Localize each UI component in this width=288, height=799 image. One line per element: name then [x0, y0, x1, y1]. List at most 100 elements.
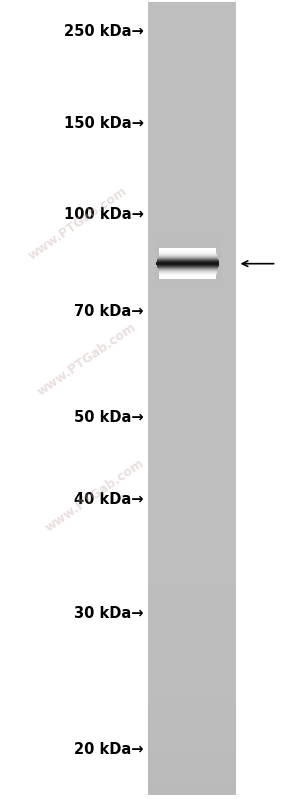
Bar [148, 708, 236, 710]
Bar [148, 203, 236, 205]
Bar [148, 422, 236, 425]
Bar [148, 4, 236, 7]
Bar [148, 483, 236, 486]
Bar [148, 345, 236, 348]
Bar [148, 674, 236, 676]
Bar [148, 216, 236, 218]
Bar [148, 157, 236, 161]
Bar [148, 777, 236, 779]
Bar [148, 454, 236, 456]
Bar [148, 515, 236, 517]
Bar [148, 504, 236, 507]
Bar [148, 139, 236, 141]
Bar [148, 692, 236, 694]
Bar [155, 292, 221, 294]
Bar [148, 189, 236, 192]
Bar [148, 208, 236, 210]
Bar [148, 446, 236, 448]
Bar [148, 298, 236, 300]
Bar [148, 726, 236, 729]
Bar [155, 252, 221, 253]
Bar [148, 213, 236, 216]
Text: 70 kDa→: 70 kDa→ [75, 304, 144, 319]
Bar [148, 105, 236, 107]
Bar [148, 179, 236, 181]
Bar [148, 351, 236, 353]
Bar [148, 276, 236, 280]
Bar [148, 403, 236, 406]
Bar [148, 621, 236, 623]
Bar [148, 698, 236, 700]
Bar [155, 272, 221, 274]
Bar [148, 605, 236, 607]
Bar [148, 570, 236, 573]
Bar [155, 261, 221, 263]
Bar [148, 161, 236, 163]
Bar [148, 42, 236, 44]
Bar [148, 149, 236, 153]
Bar [155, 288, 221, 289]
Bar [148, 753, 236, 755]
Bar [148, 618, 236, 621]
Bar [148, 628, 236, 631]
Bar [148, 226, 236, 229]
Bar [148, 234, 236, 237]
Bar [155, 270, 221, 272]
Bar [148, 300, 236, 303]
Bar [148, 547, 236, 549]
Bar [155, 296, 221, 297]
Bar [148, 613, 236, 615]
Bar [148, 242, 236, 245]
Bar [148, 78, 236, 81]
Bar [148, 758, 236, 761]
Bar [148, 690, 236, 692]
Bar [148, 581, 236, 583]
Bar [148, 789, 236, 793]
Bar [155, 230, 221, 232]
Bar [155, 240, 221, 241]
Bar [155, 243, 221, 244]
Bar [148, 462, 236, 464]
Bar [148, 30, 236, 34]
Bar [148, 406, 236, 409]
Bar [148, 266, 236, 268]
Bar [148, 316, 236, 319]
Bar [148, 284, 236, 287]
Bar [148, 295, 236, 298]
Bar [148, 256, 236, 258]
Bar [148, 240, 236, 242]
Bar [148, 551, 236, 555]
Bar [155, 264, 221, 266]
Bar [148, 34, 236, 36]
Bar [148, 383, 236, 385]
Bar [148, 237, 236, 240]
Bar [148, 787, 236, 789]
Bar [148, 443, 236, 446]
Bar [148, 586, 236, 589]
Bar [148, 761, 236, 763]
Bar [155, 237, 221, 238]
Bar [148, 478, 236, 480]
Bar [148, 245, 236, 248]
Bar [148, 65, 236, 68]
Bar [148, 459, 236, 462]
Bar [148, 248, 236, 250]
Bar [148, 58, 236, 60]
Bar [148, 7, 236, 10]
Bar [148, 470, 236, 472]
Bar [148, 555, 236, 557]
Bar [148, 372, 236, 375]
Bar [155, 280, 221, 281]
Bar [148, 28, 236, 30]
Bar [148, 68, 236, 70]
Bar [148, 486, 236, 488]
Bar [148, 705, 236, 708]
Bar [148, 507, 236, 510]
Bar [148, 176, 236, 179]
Bar [148, 670, 236, 674]
Bar [155, 244, 221, 246]
Bar [148, 195, 236, 197]
Bar [148, 60, 236, 62]
Bar [148, 517, 236, 520]
Bar [148, 131, 236, 133]
